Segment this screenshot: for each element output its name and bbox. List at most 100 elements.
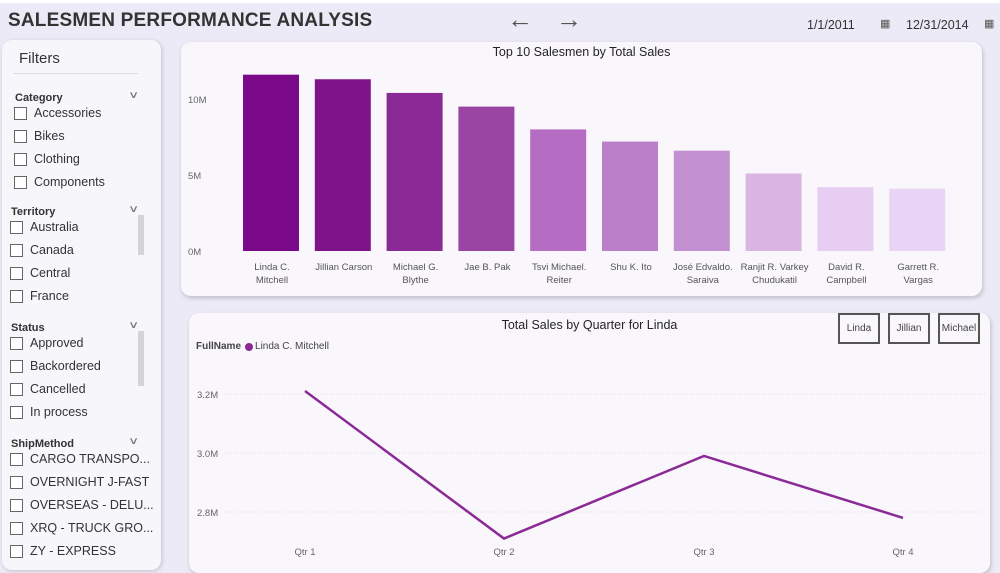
checkbox[interactable]	[10, 544, 23, 558]
calendar-icon[interactable]: ▦	[880, 18, 891, 30]
bar	[673, 150, 730, 251]
checkbox[interactable]	[10, 220, 23, 234]
filter-item[interactable]: Australia	[10, 219, 79, 235]
x-tick-label: David R.	[828, 262, 864, 273]
x-tick-label: José Edvaldo.	[673, 262, 733, 273]
x-tick-label: Shu K. Ito	[610, 262, 652, 273]
filter-item[interactable]: OVERSEAS - DELU...	[10, 497, 154, 513]
filter-item[interactable]: Bikes	[14, 128, 65, 144]
legend-dot-icon	[245, 342, 254, 351]
filter-item[interactable]: Clothing	[14, 151, 80, 167]
y-tick-label: 2.8M	[197, 508, 218, 519]
x-tick-label: Ranjit R. Varkey	[741, 262, 809, 273]
checkbox[interactable]	[10, 382, 23, 396]
jillian-button[interactable]: Jillian	[888, 313, 930, 344]
x-tick-label: Mitchell	[256, 275, 288, 286]
checkbox[interactable]	[10, 405, 23, 419]
filter-section-shipmethod: ShipMethod	[11, 438, 74, 450]
filter-item[interactable]: Backordered	[10, 358, 101, 374]
filter-item[interactable]: Canada	[10, 242, 74, 258]
checkbox[interactable]	[14, 175, 27, 189]
filter-item-label: XRQ - TRUCK GRO...	[30, 521, 154, 535]
end-date-input[interactable]: 12/31/2014	[906, 18, 969, 32]
checkbox[interactable]	[14, 129, 27, 143]
x-tick-label: Jillian Carson	[315, 262, 372, 273]
filter-item[interactable]: Accessories	[14, 105, 101, 121]
filter-item-label: In process	[30, 405, 88, 419]
x-tick-label: Vargas	[903, 275, 933, 286]
bar	[314, 79, 371, 252]
filter-item-label: France	[30, 289, 69, 303]
start-date-input[interactable]: 1/1/2011	[807, 18, 855, 32]
legend: FullName Linda C. Mitchell	[196, 341, 329, 352]
filter-item-label: Approved	[30, 336, 84, 350]
checkbox[interactable]	[10, 521, 23, 535]
bar	[889, 188, 946, 251]
x-tick-label: Garrett R.	[897, 262, 939, 273]
filter-item[interactable]: Components	[14, 174, 105, 190]
checkbox[interactable]	[10, 475, 23, 489]
line-chart-title: Total Sales by Quarter for Linda	[501, 318, 678, 332]
checkbox[interactable]	[14, 106, 27, 120]
checkbox[interactable]	[10, 243, 23, 257]
y-tick-label: 3.0M	[197, 449, 218, 460]
chevron-down-icon[interactable]: ∨	[128, 90, 140, 101]
filter-item[interactable]: Central	[10, 265, 70, 281]
chevron-down-icon[interactable]: ∨	[128, 320, 140, 331]
chevron-down-icon[interactable]: ∨	[128, 204, 140, 215]
filter-item-label: Cancelled	[30, 382, 86, 396]
bar	[745, 173, 802, 251]
line-chart-card: Total Sales by Quarter for Linda FullNam…	[189, 313, 990, 573]
x-tick-label: Blythe	[402, 275, 428, 286]
back-arrow-icon[interactable]: ←	[507, 4, 533, 34]
filter-item-label: Australia	[30, 220, 79, 234]
checkbox[interactable]	[10, 289, 23, 303]
x-tick-label: Qtr 2	[493, 547, 514, 558]
checkbox[interactable]	[10, 336, 23, 350]
y-tick-label: 10M	[188, 95, 207, 106]
bar	[817, 187, 874, 251]
bar	[602, 141, 658, 251]
filter-item[interactable]: Approved	[10, 335, 84, 351]
forward-arrow-icon[interactable]: →	[556, 4, 582, 34]
filter-item[interactable]: Cancelled	[10, 381, 86, 397]
filter-item[interactable]: OVERNIGHT J-FAST	[10, 474, 149, 490]
x-tick-label: Qtr 1	[294, 547, 315, 558]
x-tick-label: Saraiva	[687, 275, 720, 286]
filter-item[interactable]: ZY - EXPRESS	[10, 543, 116, 559]
filter-item-label: Backordered	[30, 359, 101, 373]
filters-pane: Filters Category ∨ Accessories Bikes Clothin…	[2, 40, 161, 570]
bar	[243, 74, 299, 252]
chevron-down-icon[interactable]: ∨	[128, 436, 140, 447]
calendar-icon[interactable]: ▦	[984, 18, 995, 30]
michael-button[interactable]: Michael	[938, 313, 980, 344]
checkbox[interactable]	[14, 152, 27, 166]
y-tick-label: 5M	[188, 171, 201, 182]
checkbox[interactable]	[10, 266, 23, 280]
x-tick-label: Chudukatil	[752, 275, 797, 286]
status-scrollbar[interactable]	[138, 331, 144, 386]
checkbox[interactable]	[10, 452, 23, 466]
legend-title: FullName	[196, 341, 242, 352]
checkbox[interactable]	[10, 359, 23, 373]
filter-item-label: ZY - EXPRESS	[30, 544, 116, 558]
checkbox[interactable]	[10, 498, 23, 512]
x-tick-label: Michael G.	[393, 262, 438, 273]
filter-item[interactable]: France	[10, 288, 69, 304]
filter-item[interactable]: XRQ - TRUCK GRO...	[10, 520, 153, 536]
top-edge	[0, 0, 1000, 3]
x-tick-label: Campbell	[826, 275, 866, 286]
divider	[13, 73, 138, 74]
filter-item[interactable]: In process	[10, 404, 88, 420]
x-tick-label: Qtr 4	[892, 547, 913, 558]
filter-item-label: Central	[30, 266, 71, 280]
bar	[386, 92, 443, 251]
bar	[530, 129, 587, 251]
y-tick-label: 3.2M	[197, 390, 218, 401]
x-tick-label: Jae B. Pak	[464, 262, 510, 273]
y-tick-label: 0M	[188, 247, 201, 258]
territory-scrollbar[interactable]	[138, 215, 144, 255]
filter-item[interactable]: CARGO TRANSPO...	[10, 451, 150, 467]
linda-button[interactable]: Linda	[838, 313, 880, 344]
